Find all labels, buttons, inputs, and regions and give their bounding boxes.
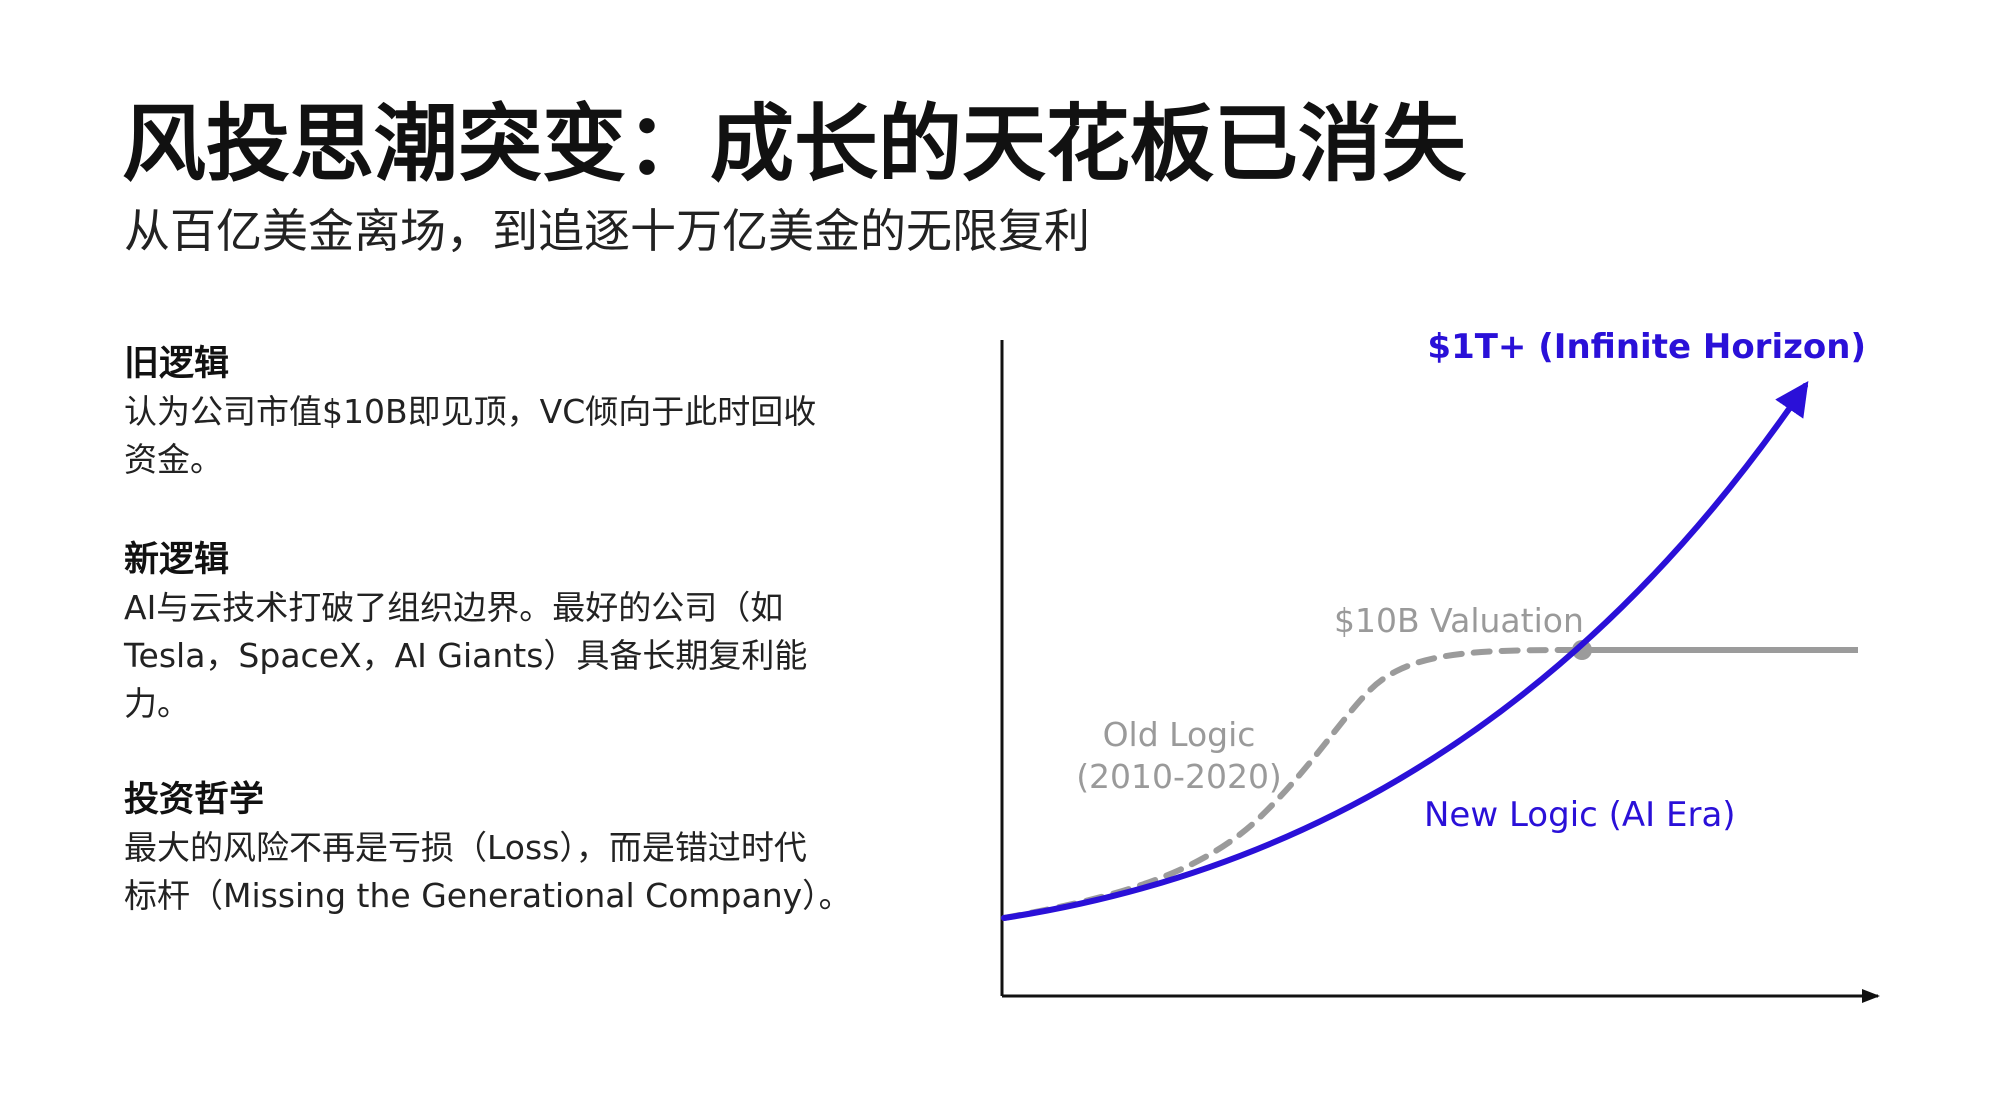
point-body: 最大的风险不再是亏损（Loss），而是错过时代 标杆（Missing the G…: [124, 824, 904, 920]
new-logic-curve: [1001, 381, 1809, 921]
new-logic-label: New Logic (AI Era): [1424, 795, 1736, 835]
point-body: 认为公司市值$10B即见顶，VC倾向于此时回收 资金。: [124, 388, 904, 484]
point-body: AI与云技术打破了组织边界。最好的公司（如 Tesla，SpaceX，AI Gi…: [124, 584, 904, 728]
old-logic-period-label: (2010-2020): [1076, 757, 1282, 796]
slide-title: 风投思潮突变：成长的天花板已消失: [122, 95, 1467, 193]
point-investment-philosophy: 投资哲学 最大的风险不再是亏损（Loss），而是错过时代 标杆（Missing …: [124, 776, 904, 920]
slide-subtitle: 从百亿美金离场，到追逐十万亿美金的无限复利: [124, 204, 1090, 258]
point-body-line: 最大的风险不再是亏损（Loss），而是错过时代: [124, 828, 807, 867]
point-heading: 投资哲学: [124, 780, 265, 820]
point-heading: 新逻辑: [124, 540, 230, 580]
point-old-logic: 旧逻辑 认为公司市值$10B即见顶，VC倾向于此时回收 资金。: [124, 340, 904, 484]
point-heading: 旧逻辑: [124, 344, 230, 384]
point-body-line: 认为公司市值$10B即见顶，VC倾向于此时回收: [124, 392, 817, 431]
point-new-logic: 新逻辑 AI与云技术打破了组织边界。最好的公司（如 Tesla，SpaceX，A…: [124, 536, 904, 728]
point-body-line: 资金。: [124, 440, 223, 479]
point-body-line: Tesla，SpaceX，AI Giants）具备长期复利能: [124, 636, 808, 675]
point-body-line: 标杆（Missing the Generational Company）。: [124, 876, 852, 915]
point-body-line: 力。: [124, 684, 190, 723]
point-body-line: AI与云技术打破了组织边界。最好的公司（如: [124, 588, 784, 627]
top-horizon-label: $1T+ (Infinite Horizon): [1427, 327, 1866, 367]
old-logic-label: Old Logic: [1103, 715, 1256, 754]
ceiling-label: $10B Valuation: [1334, 601, 1584, 640]
